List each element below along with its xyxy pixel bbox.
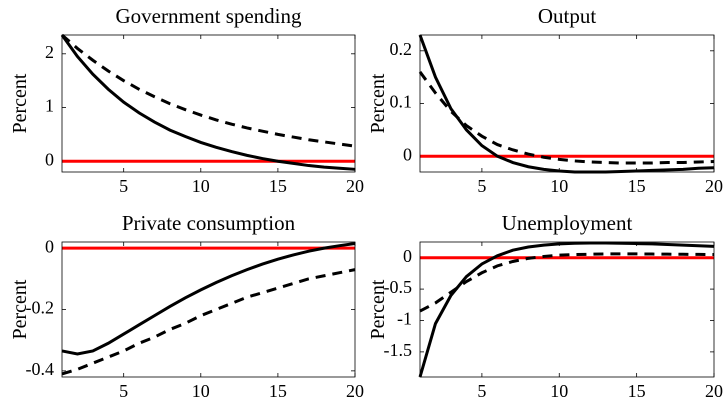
y-axis-label: Percent: [367, 73, 389, 133]
axes-box: [61, 34, 356, 173]
x-tick-label: 10: [550, 176, 568, 196]
y-tick-label: -1: [397, 309, 412, 329]
axes-box: [419, 241, 715, 378]
y-tick-label: -1.5: [384, 340, 413, 360]
series-line: [418, 241, 715, 378]
axes-box: [61, 241, 356, 378]
x-tick-label: 15: [269, 176, 287, 196]
x-tick-label: 15: [269, 381, 287, 401]
series-line: [418, 70, 715, 165]
y-axis-label: Percent: [9, 73, 31, 133]
axes-box: [419, 34, 715, 173]
y-tick-label: 0: [403, 246, 412, 266]
x-tick-label: 20: [705, 176, 723, 196]
y-tick-label: 1: [45, 96, 54, 116]
x-tick-label: 15: [628, 176, 646, 196]
x-tick-label: 20: [705, 381, 723, 401]
series-line: [419, 252, 715, 313]
series-line: [418, 34, 715, 174]
x-tick-label: 20: [346, 176, 364, 196]
x-tick-label: 15: [628, 381, 646, 401]
y-axis-label: Percent: [367, 279, 389, 339]
y-tick-label: -0.4: [26, 359, 55, 379]
subplot-title: Output: [538, 4, 597, 28]
series-line: [61, 33, 356, 148]
x-tick-label: 20: [346, 381, 364, 401]
x-tick-label: 5: [119, 381, 128, 401]
x-tick-label: 5: [477, 381, 486, 401]
x-tick-label: 5: [477, 176, 486, 196]
y-tick-label: 2: [45, 42, 54, 62]
series-line: [61, 242, 356, 356]
x-tick-label: 10: [550, 381, 568, 401]
subplot-title: Government spending: [115, 4, 302, 28]
y-tick-label: 0.2: [390, 39, 413, 59]
series-line: [61, 268, 356, 376]
y-tick-label: -0.2: [26, 298, 55, 318]
subplot-title: Private consumption: [122, 211, 296, 235]
subplot-title: Unemployment: [502, 211, 633, 235]
y-axis-label: Percent: [9, 279, 31, 339]
series-line: [60, 34, 356, 171]
x-tick-label: 10: [192, 381, 210, 401]
y-tick-label: -0.5: [384, 277, 413, 297]
y-tick-label: 0: [403, 144, 412, 164]
y-tick-label: 0: [45, 236, 54, 256]
x-tick-label: 10: [192, 176, 210, 196]
x-tick-label: 5: [119, 176, 128, 196]
y-tick-label: 0: [45, 149, 54, 169]
y-tick-label: 0.1: [390, 92, 413, 112]
